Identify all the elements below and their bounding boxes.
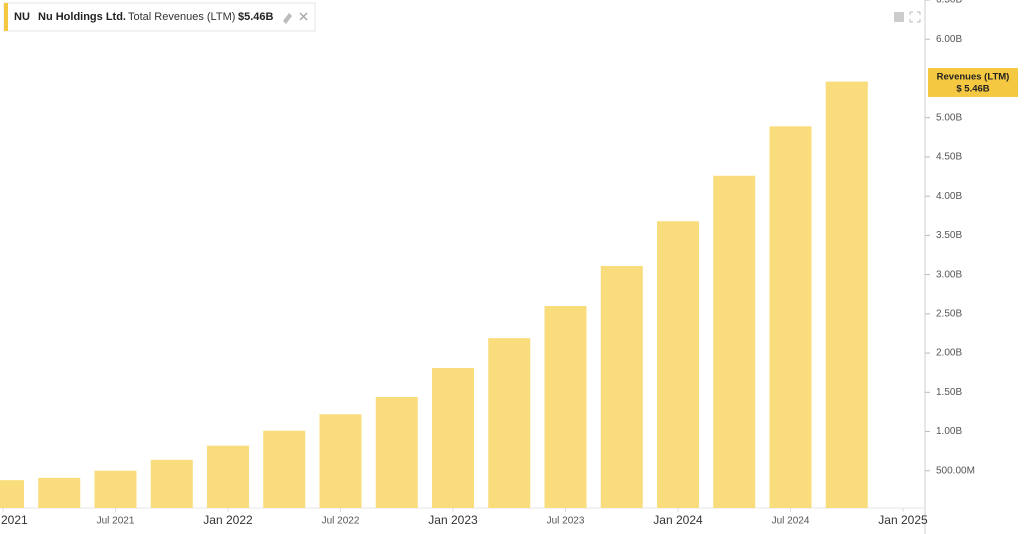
bar: [207, 445, 249, 508]
y-tick-label: 1.00B: [936, 426, 962, 437]
y-tick-label: 6.50B: [936, 0, 962, 6]
x-tick-label: Jan 2023: [428, 513, 478, 527]
y-tick-label: 500.00M: [936, 465, 975, 476]
plot: 500.00M 1.00B 1.50B 2.00B 2.50B 3.00B 3.50B 4.0…: [0, 0, 975, 527]
y-tick-label: 5.00B: [936, 112, 962, 123]
bar: [375, 397, 418, 508]
y-tick-label: 3.50B: [936, 230, 962, 241]
x-tick-label: Jul 2022: [322, 516, 360, 527]
close-icon[interactable]: [299, 12, 308, 21]
metric-value: $5.46B: [238, 11, 274, 23]
callout: Revenues (LTM) $ 5.46B: [928, 68, 1018, 97]
x-tick-label: Jan 2021: [0, 513, 28, 527]
x-tick-label: Jul 2021: [97, 516, 135, 527]
bar: [94, 470, 137, 508]
edit-icon[interactable]: [283, 13, 292, 24]
bar: [38, 477, 81, 508]
company: Nu Holdings Ltd.: [38, 11, 126, 23]
x-tick-label: Jan 2022: [203, 513, 253, 527]
callout-box: [928, 68, 1018, 97]
y-tick-label: 4.50B: [936, 152, 962, 163]
x-tick-label: Jul 2023: [547, 516, 585, 527]
expand-icon[interactable]: [909, 11, 921, 23]
bar: [319, 414, 362, 508]
callout-value: $ 5.46B: [956, 84, 989, 95]
y-tick-label: 1.50B: [936, 387, 962, 398]
bar: [263, 430, 306, 508]
export-icon[interactable]: [894, 12, 904, 22]
bar: [150, 459, 193, 508]
bar: [713, 175, 756, 508]
metric: Total Revenues (LTM): [128, 11, 235, 23]
bar: [657, 221, 699, 508]
bar: [544, 306, 587, 508]
y-tick-label: 2.50B: [936, 308, 962, 319]
y-tick-label: 6.00B: [936, 34, 962, 45]
bar: [600, 265, 643, 508]
legend-frame: [3, 2, 316, 32]
y-tick-label: 2.00B: [936, 348, 962, 359]
x-tick-label: Jan 2024: [653, 513, 703, 527]
bar: [825, 81, 868, 508]
callout-label: Revenues (LTM): [937, 72, 1010, 83]
bar: [488, 338, 531, 508]
y-tick-label: 3.00B: [936, 269, 962, 280]
ticker: NU: [14, 11, 30, 23]
bar: [432, 367, 474, 508]
y-tick-label: 4.00B: [936, 191, 962, 202]
x-tick-label: Jul 2024: [772, 516, 810, 527]
bar: [0, 480, 24, 508]
legend-box: NU Nu Holdings Ltd. Total Revenues (LTM)…: [3, 2, 316, 32]
bar: [769, 126, 812, 509]
legend-swatch: [4, 3, 8, 31]
x-tick-label: Jan 2025: [878, 513, 928, 527]
